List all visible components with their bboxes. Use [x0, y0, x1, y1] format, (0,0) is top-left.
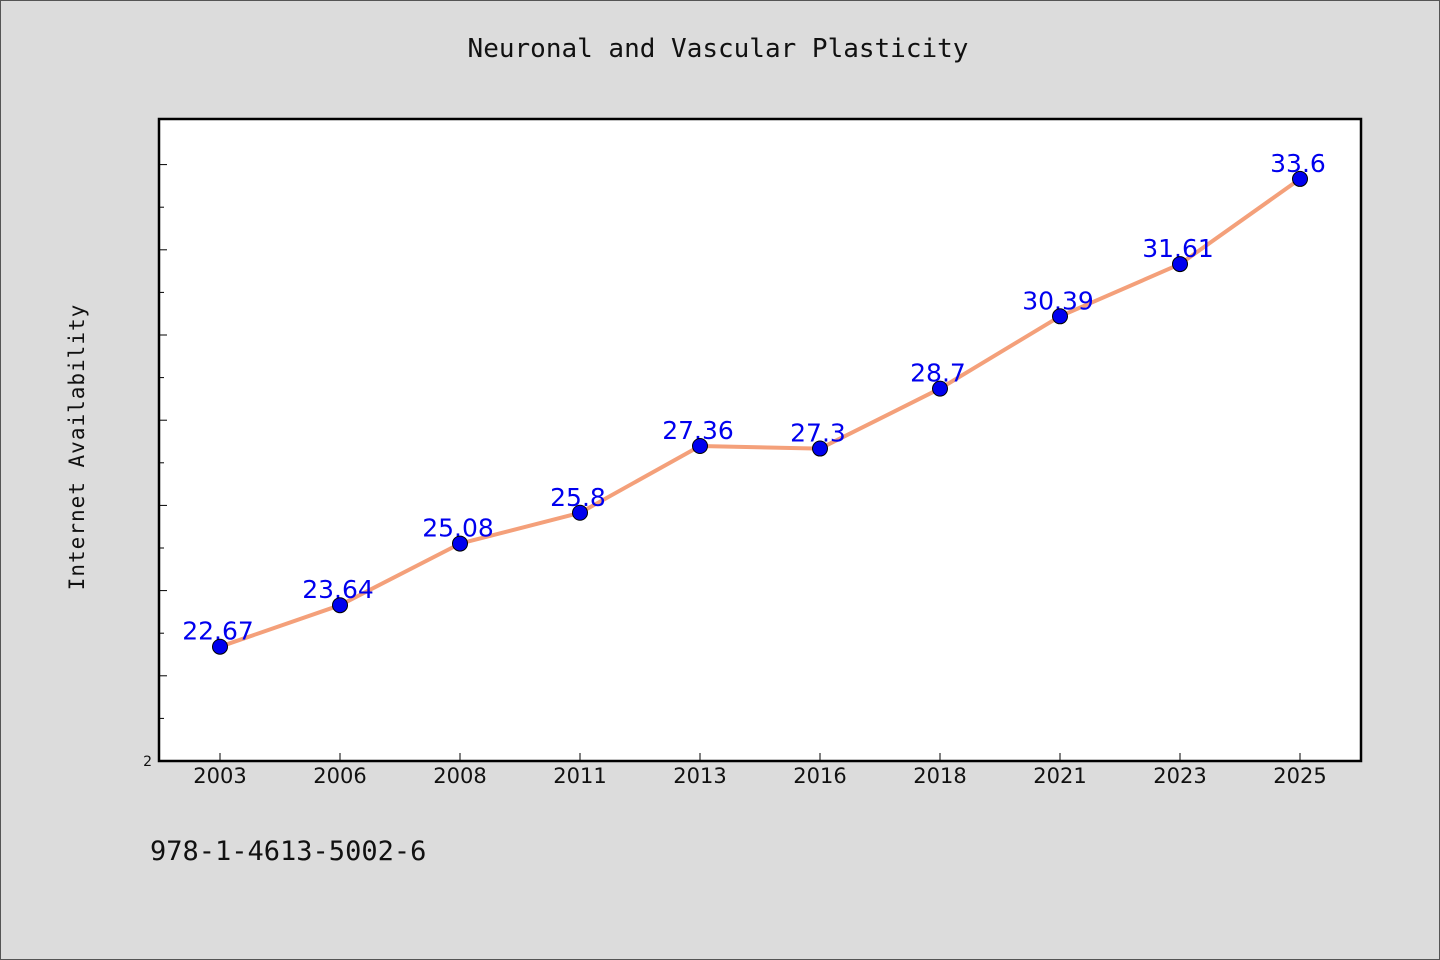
- data-marker: [932, 380, 948, 397]
- x-tick-label: 2023: [1153, 764, 1206, 788]
- data-marker: [212, 638, 228, 655]
- footer-code: 978-1-4613-5002-6: [150, 836, 427, 867]
- data-marker: [812, 440, 828, 457]
- data-marker: [572, 504, 588, 521]
- x-tick-label: 2021: [1033, 764, 1086, 788]
- x-tick-label: 2003: [193, 764, 246, 788]
- x-tick-label: 2013: [673, 764, 726, 788]
- y-tick-label: 2: [143, 754, 152, 770]
- x-tick-label: 2018: [913, 764, 966, 788]
- x-axis-ticks: [219, 753, 1301, 761]
- data-marker: [1172, 256, 1188, 273]
- data-marker: [332, 597, 348, 614]
- x-tick-label: 2016: [793, 764, 846, 788]
- series-line: [218, 176, 1302, 649]
- chart-title: Neuronal and Vascular Plasticity: [467, 34, 969, 64]
- y-axis-ticks: [159, 164, 167, 719]
- x-tick-label: 2006: [313, 764, 366, 788]
- data-marker: [452, 535, 468, 552]
- data-marker: [1292, 170, 1308, 187]
- x-tick-label: 2011: [553, 764, 606, 788]
- y-axis-tick-labels: 2: [143, 754, 152, 770]
- x-axis-tick-labels: 2003 2006 2008 2011 2013 2016 2018 2021 2023 2025: [193, 764, 1326, 788]
- x-tick-label: 2025: [1273, 764, 1326, 788]
- plot-background: [157, 117, 1363, 763]
- data-marker: [1052, 308, 1068, 325]
- x-tick-label: 2008: [433, 764, 486, 788]
- data-markers: [212, 170, 1308, 655]
- data-marker: [692, 437, 708, 454]
